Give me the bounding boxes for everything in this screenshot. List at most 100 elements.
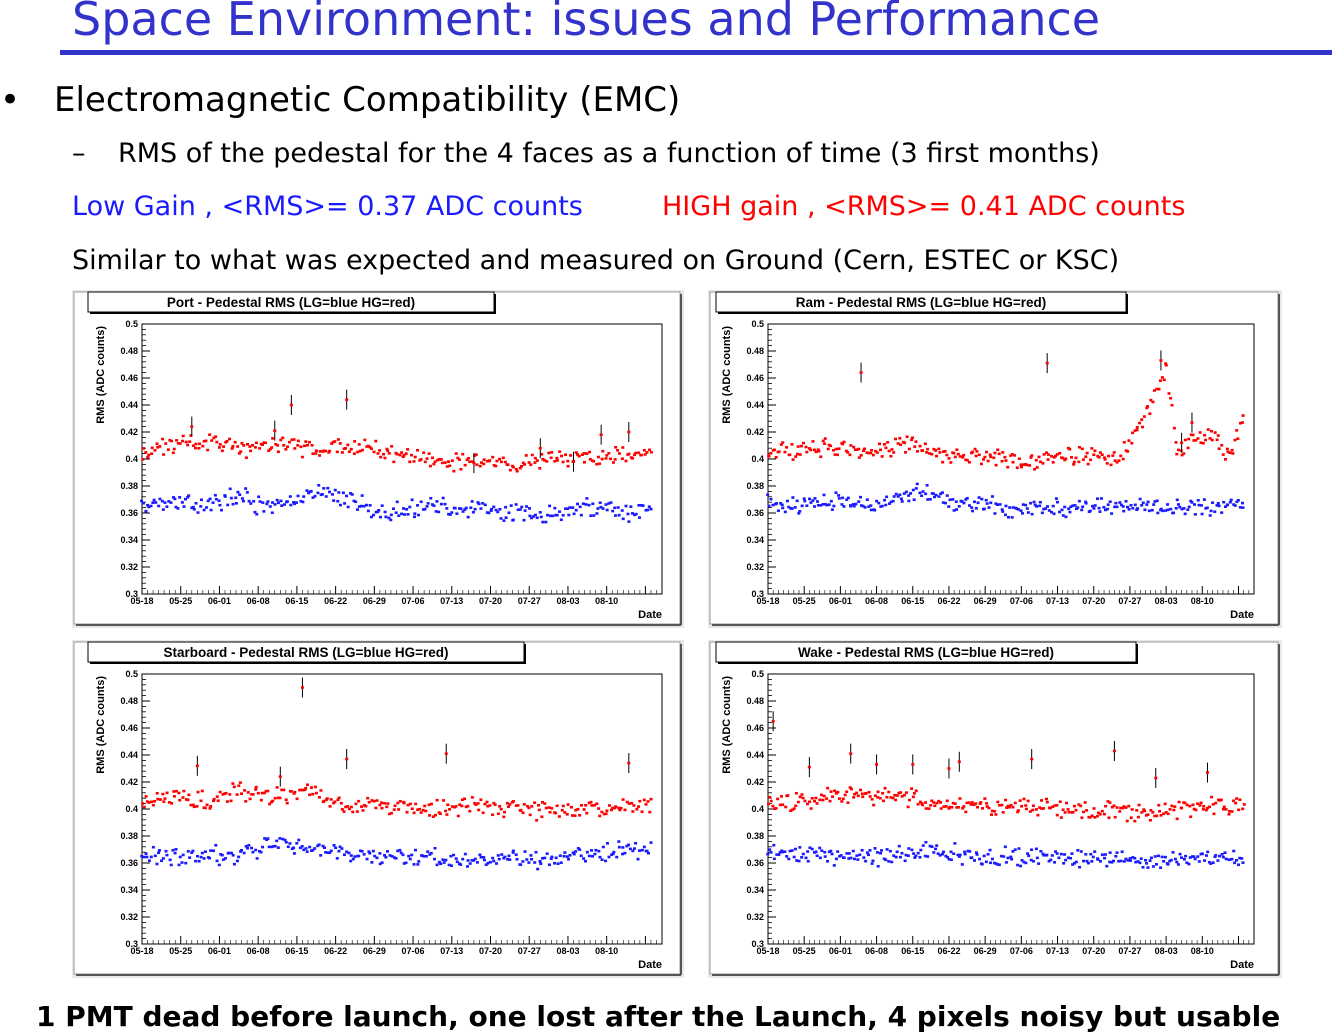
data-point	[181, 439, 185, 443]
data-point	[1026, 511, 1030, 514]
y-tick-label: 0.44	[120, 750, 138, 760]
x-axis-label: Date	[638, 959, 662, 971]
data-point	[1196, 802, 1200, 805]
data-point	[555, 513, 559, 517]
data-point	[350, 493, 354, 496]
data-point	[1158, 810, 1162, 813]
data-point	[1128, 857, 1132, 860]
data-point	[268, 505, 272, 508]
data-point	[199, 498, 203, 502]
data-point	[199, 799, 203, 803]
data-point	[346, 505, 350, 509]
data-point	[538, 467, 542, 470]
data-point	[806, 850, 810, 853]
data-point	[768, 795, 772, 799]
data-point	[564, 507, 568, 511]
data-point	[582, 452, 586, 455]
data-point	[1050, 454, 1054, 458]
data-point	[186, 443, 190, 447]
data-point	[611, 852, 615, 856]
data-point	[843, 793, 847, 797]
data-point	[1205, 771, 1209, 774]
data-point	[462, 797, 466, 801]
x-tick-label: 07-27	[1118, 596, 1141, 606]
data-point	[554, 811, 558, 815]
data-point	[507, 854, 511, 858]
data-point	[271, 845, 275, 848]
data-point	[167, 500, 171, 503]
data-point	[996, 863, 1000, 866]
data-point	[224, 791, 228, 795]
data-point	[212, 849, 216, 853]
data-point	[910, 436, 914, 440]
data-point	[632, 804, 636, 807]
data-point	[182, 505, 186, 508]
data-point	[1153, 814, 1157, 818]
data-point	[1232, 849, 1236, 853]
data-point	[779, 443, 783, 446]
data-point	[519, 863, 523, 867]
data-point	[858, 853, 862, 857]
data-point	[396, 849, 400, 853]
data-point	[1213, 855, 1217, 859]
data-point	[353, 440, 357, 443]
data-point	[380, 801, 384, 805]
data-point	[1156, 511, 1160, 515]
data-point	[404, 861, 408, 865]
data-point	[1145, 503, 1149, 506]
data-point	[1140, 425, 1144, 429]
data-point	[1238, 798, 1242, 802]
data-point	[794, 791, 798, 795]
data-point	[547, 451, 551, 455]
data-point	[1221, 855, 1225, 859]
data-point	[806, 859, 810, 863]
data-point	[847, 857, 851, 860]
data-point	[412, 863, 416, 866]
data-point	[243, 789, 247, 792]
data-point	[468, 809, 472, 813]
data-point	[823, 502, 827, 506]
data-point	[1019, 509, 1023, 513]
data-point	[413, 455, 417, 459]
data-point	[435, 863, 439, 867]
data-point	[496, 812, 500, 816]
data-point	[336, 798, 340, 802]
data-point	[235, 793, 239, 796]
data-point	[1055, 453, 1059, 456]
data-point	[494, 508, 498, 512]
data-point	[1156, 854, 1160, 858]
data-point	[855, 791, 859, 795]
data-point	[1019, 463, 1023, 466]
data-point	[967, 801, 971, 804]
data-point	[649, 797, 653, 801]
data-point	[566, 459, 570, 463]
data-point	[637, 504, 641, 507]
y-tick-label: 0.46	[746, 373, 764, 383]
data-point	[1016, 809, 1020, 812]
data-point	[197, 446, 201, 450]
data-point	[1115, 505, 1119, 509]
data-point	[1187, 862, 1191, 866]
data-point	[783, 510, 787, 514]
data-point	[1028, 464, 1032, 467]
data-point	[471, 510, 475, 514]
data-point	[1241, 506, 1245, 509]
data-point	[1034, 808, 1038, 811]
data-point	[900, 500, 904, 503]
data-point	[934, 493, 938, 497]
data-point	[528, 507, 532, 510]
data-point	[196, 790, 200, 794]
data-point	[834, 447, 838, 451]
y-tick-label: 0.38	[120, 831, 138, 841]
data-point	[1230, 448, 1234, 452]
data-point	[153, 449, 157, 452]
data-point	[1029, 501, 1033, 505]
data-point	[382, 452, 386, 456]
data-point	[356, 450, 360, 454]
data-point	[496, 510, 500, 514]
data-point	[295, 841, 299, 845]
data-point	[643, 453, 647, 456]
data-point	[1072, 463, 1076, 466]
data-point	[416, 863, 420, 866]
data-point	[178, 496, 182, 499]
